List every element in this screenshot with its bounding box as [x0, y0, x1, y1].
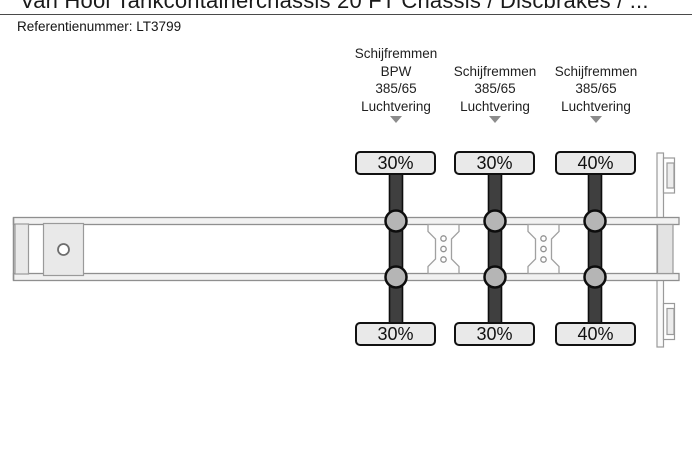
wheel-hub	[384, 265, 408, 289]
axle3-brake-type: Schijfremmen	[554, 63, 638, 79]
triangle-down-icon	[589, 116, 602, 123]
page-title: Van Hool Tankcontainerchassis 20 FT Chas…	[20, 0, 649, 14]
axle1-spec-label: Schijfremmen BPW 385/65 Luchtvering	[331, 45, 461, 115]
axle1-brand: BPW	[380, 63, 412, 79]
axle1-suspension: Luchtvering	[361, 98, 431, 114]
axle3-spec-label: Schijfremmen 385/65 Luchtvering	[531, 63, 661, 116]
triangle-down-icon	[488, 116, 501, 123]
wheel-hub	[583, 209, 607, 233]
bolt-hole	[440, 245, 447, 253]
page-title-text: Van Hool Tankcontainerchassis 20 FT Chas…	[20, 0, 649, 13]
bolt-hole	[440, 235, 447, 242]
axle3-suspension: Luchtvering	[561, 98, 631, 114]
axle2-suspension: Luchtvering	[460, 98, 530, 114]
axle3-bar	[587, 173, 603, 325]
wheel-hub	[483, 265, 507, 289]
axle3-tyre-size: 385/65	[575, 81, 617, 96]
cross-member	[527, 223, 560, 275]
front-bolster	[12, 217, 30, 281]
wheel-hubs	[384, 209, 607, 289]
tyre-tread-axle3-top: 40%	[555, 151, 636, 175]
tyre-tread-axle2-top: 30%	[454, 151, 535, 175]
kingpin	[57, 243, 70, 256]
axle2-brake-type: Schijfremmen	[453, 63, 537, 79]
axle2-bar	[487, 173, 503, 325]
axle-bars	[388, 173, 603, 325]
bolt-hole	[540, 256, 547, 263]
kingpin-plate	[42, 222, 85, 277]
bolt-hole	[540, 235, 547, 242]
bolt-hole	[440, 256, 447, 263]
tyre-tread-axle1-top: 30%	[355, 151, 436, 175]
wheel-hub	[483, 209, 507, 233]
tyre-tread-axle3-bottom: 40%	[555, 322, 636, 346]
tyre-tread-axle2-bottom: 30%	[454, 322, 535, 346]
chassis-rails	[12, 216, 680, 282]
wheel-hub	[583, 265, 607, 289]
axle2-spec-label: Schijfremmen 385/65 Luchtvering	[430, 63, 560, 116]
triangle-down-icon	[389, 116, 402, 123]
rear-crossmember	[656, 223, 674, 275]
header-divider	[0, 14, 692, 16]
reference-number: Referentienummer: LT3799	[17, 19, 182, 34]
axle1-brake-type: Schijfremmen	[354, 46, 438, 61]
cross-member	[427, 223, 460, 275]
axle2-tyre-size: 385/65	[474, 81, 516, 96]
wheel-hub	[384, 209, 408, 233]
axle1-bar	[388, 173, 404, 325]
bolt-hole	[540, 245, 547, 253]
axle1-tyre-size: 385/65	[375, 81, 417, 96]
tyre-tread-axle1-bottom: 30%	[355, 322, 436, 346]
